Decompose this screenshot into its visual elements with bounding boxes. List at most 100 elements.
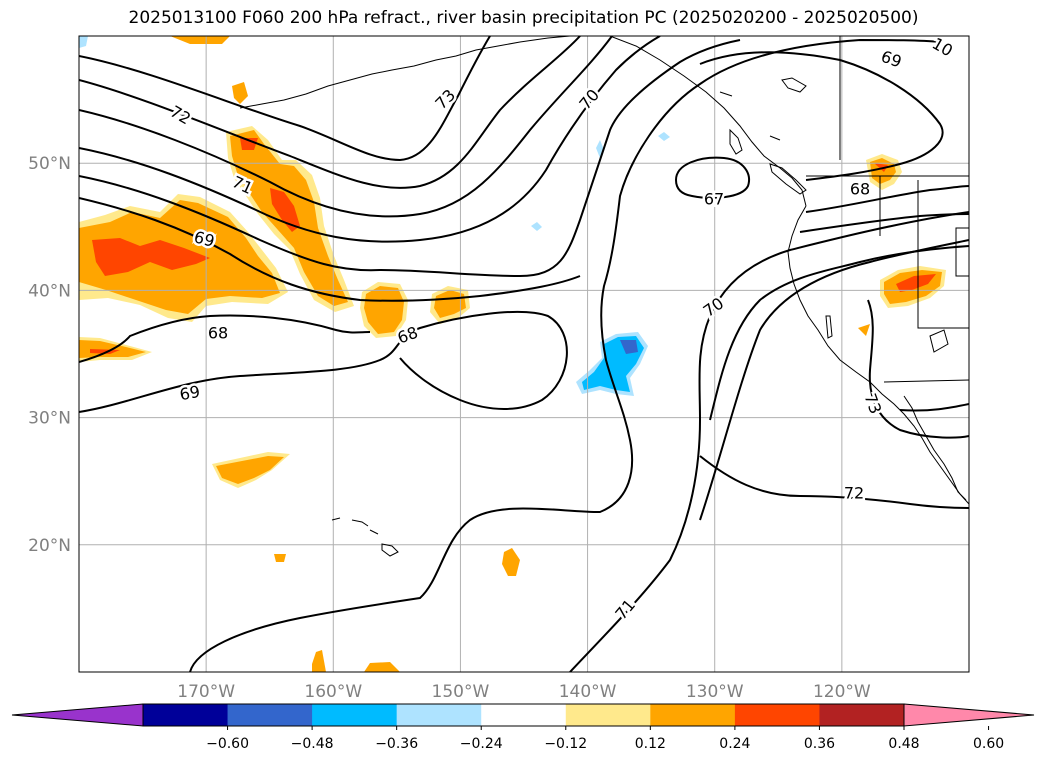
colorbar: −0.60 −0.48 −0.36 −0.24 −0.12 0.12 0.24 0.36 0.4… — [11, 703, 1035, 752]
precip-patch — [502, 548, 520, 576]
contour-label: 10 — [929, 34, 956, 61]
colorbar-tick-label: 0.60 — [973, 736, 1004, 752]
colorbar-swatch — [734, 704, 820, 726]
colorbar-tick-label: −0.60 — [206, 736, 249, 752]
contour-line — [699, 455, 969, 509]
contour-line — [569, 211, 969, 672]
contour-line — [79, 314, 371, 363]
colorbar-swatch — [481, 704, 567, 726]
refractivity-contours — [79, 36, 969, 672]
contour-line — [79, 197, 581, 302]
colorbar-swatch — [312, 704, 398, 726]
contour-label: 67 — [704, 190, 724, 209]
precip-patch — [92, 238, 210, 276]
precip-patch — [364, 662, 400, 672]
precip-patch — [232, 82, 248, 104]
colorbar-tick-label: −0.36 — [375, 736, 418, 752]
lon-label: 150°W — [432, 682, 490, 702]
lat-label: 40°N — [28, 281, 71, 301]
colorbar-swatch — [565, 704, 651, 726]
contour-line — [79, 36, 661, 243]
contour-line — [79, 36, 613, 218]
lon-label: 130°W — [686, 682, 744, 702]
coastline-channel-islands — [825, 315, 949, 353]
precip-patch — [240, 138, 258, 150]
colorbar-tick-label: −0.48 — [291, 736, 334, 752]
precip-patch — [658, 132, 670, 141]
coastline-hawaii — [331, 517, 399, 557]
precip-patch — [216, 456, 284, 484]
coastline-baja — [903, 395, 967, 501]
contour-line — [709, 245, 969, 421]
lat-label: 50°N — [28, 154, 71, 174]
colorbar-tick-label: −0.12 — [544, 736, 587, 752]
lon-label: 140°W — [559, 682, 617, 702]
lat-label: 30°N — [28, 409, 71, 429]
colorbar-extend-high — [903, 703, 1035, 727]
contour-line — [699, 51, 944, 181]
colorbar-swatch — [819, 704, 905, 726]
contour-line — [867, 299, 969, 439]
lon-label: 170°W — [177, 682, 235, 702]
coastline-haida-gwaii — [729, 128, 743, 155]
contour-label: 69 — [879, 47, 905, 72]
coastline-vancouver-island — [769, 163, 807, 195]
colorbar-outline — [142, 703, 905, 727]
contour-line — [674, 156, 750, 199]
lat-label: 20°N — [28, 536, 71, 556]
colorbar-swatch — [143, 704, 229, 726]
coastline-alaska-panhandle — [609, 36, 807, 207]
colorbar-tick-label: −0.24 — [460, 736, 503, 752]
precip-patch — [270, 188, 300, 232]
contour-line — [79, 36, 581, 189]
precip-patch — [531, 222, 542, 231]
graticule — [79, 36, 969, 672]
colorbar-extend-low — [11, 703, 144, 727]
contour-label: 70 — [700, 294, 728, 321]
precip-patch — [274, 554, 286, 562]
contour-label: 72 — [167, 102, 194, 129]
precip-patch — [312, 650, 326, 672]
contour-label: 72 — [844, 484, 864, 503]
contour-label: 68 — [208, 324, 228, 343]
colorbar-tick-label: 0.36 — [804, 736, 835, 752]
coastline-lake — [719, 77, 807, 141]
border-mexico-us — [883, 379, 969, 383]
colorbar-swatch — [650, 704, 736, 726]
lon-label: 120°W — [813, 682, 871, 702]
latitude-labels: 50°N 40°N 30°N 20°N — [28, 154, 71, 556]
contour-label: 73 — [431, 85, 459, 113]
coastline-west-coast — [787, 205, 969, 505]
contour-label: 68 — [850, 180, 870, 199]
map-title: 2025013100 F060 200 hPa refract., river … — [128, 8, 919, 28]
precip-patch — [364, 286, 404, 334]
precip-patch — [170, 36, 230, 44]
contour-line — [899, 403, 969, 412]
contour-label: 69 — [178, 382, 201, 404]
colorbar-tick-label: 0.48 — [888, 736, 919, 752]
precip-patch — [79, 36, 88, 48]
contour-line — [79, 39, 741, 278]
contour-line — [79, 36, 491, 162]
colorbar-swatch — [396, 704, 482, 726]
precip-patch — [896, 274, 936, 292]
colorbar-tick-label: 0.24 — [719, 736, 750, 752]
precip-anomaly-negative — [79, 36, 670, 396]
contour-line — [805, 185, 969, 213]
precip-anomaly-positive — [79, 36, 946, 672]
coastlines — [239, 36, 969, 557]
precip-patch — [858, 324, 870, 336]
contour-label: 73 — [861, 391, 886, 417]
coastline-alaska — [239, 36, 571, 109]
longitude-labels: 170°W 160°W 150°W 140°W 130°W 120°W — [177, 682, 871, 702]
contour-line — [799, 213, 969, 233]
lon-label: 160°W — [304, 682, 362, 702]
colorbar-tick-label: 0.12 — [635, 736, 666, 752]
border-state — [839, 36, 969, 329]
contour-line — [189, 38, 941, 672]
contour-label: 71 — [611, 595, 639, 623]
contour-line — [79, 310, 568, 413]
precip-patch — [620, 340, 638, 354]
